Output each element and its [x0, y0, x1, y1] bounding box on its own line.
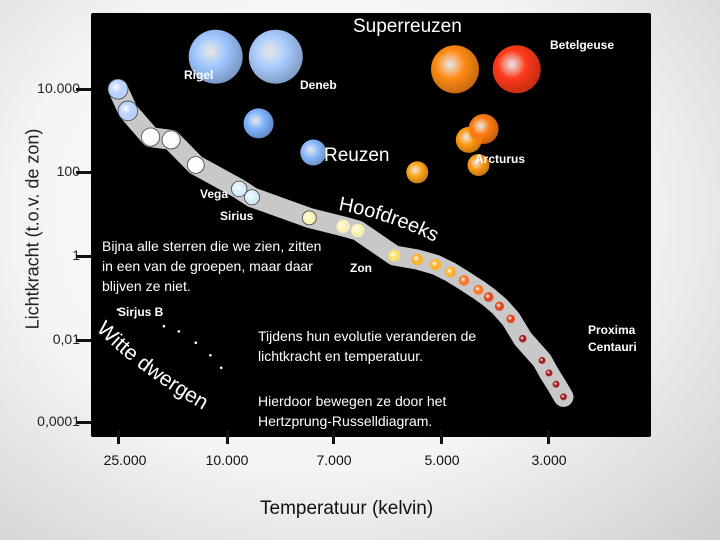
star-point	[468, 114, 499, 144]
star-point	[209, 354, 212, 357]
star-point	[301, 210, 317, 226]
star-point	[431, 45, 479, 94]
star-point	[473, 284, 484, 295]
star-point	[219, 366, 223, 370]
star-point	[351, 223, 365, 238]
star-point	[492, 45, 541, 94]
star-point	[116, 308, 120, 311]
label-vega: Vega	[200, 187, 229, 201]
x-tick-mark	[440, 430, 443, 444]
y-tick-mark	[76, 421, 92, 424]
x-tick-mark	[226, 430, 229, 444]
label-superreuzen: Superreuzen	[353, 16, 462, 37]
star-point	[538, 357, 546, 364]
star-point	[560, 393, 567, 401]
label-sirius: Sirius	[220, 209, 254, 223]
x-tick-label: 5.000	[424, 452, 460, 468]
label-reuzen: Reuzen	[324, 145, 390, 166]
star-point	[248, 29, 303, 84]
star-point	[494, 301, 505, 311]
star-point	[388, 249, 401, 262]
star-point	[519, 334, 527, 343]
label-rigel: Rigel	[184, 68, 214, 82]
star-point	[545, 369, 553, 377]
note-hr-diagram: Hierdoor bewegen ze door het Hertzprung-…	[258, 393, 447, 429]
star-point	[552, 380, 560, 388]
x-tick-mark	[547, 430, 550, 444]
star-point	[187, 156, 205, 174]
y-tick-label: 0,01	[52, 331, 80, 347]
label-sirius-b: Sirjus B	[118, 305, 164, 319]
star-point	[336, 219, 351, 234]
star-point	[445, 266, 457, 278]
star-point	[194, 341, 198, 345]
x-tick-mark	[117, 430, 120, 444]
star-point	[162, 324, 166, 328]
star-point	[243, 108, 274, 139]
x-axis-title: Temperatuur (kelvin)	[260, 498, 434, 519]
star-point	[177, 330, 181, 333]
plot-area	[91, 13, 651, 437]
label-proxima-centauri: Proxima Centauri	[588, 323, 637, 354]
star-point	[411, 253, 424, 266]
label-zon: Zon	[350, 261, 372, 275]
y-tick-mark	[76, 171, 92, 174]
star-point	[300, 139, 327, 166]
star-point	[506, 314, 516, 324]
y-tick-label: 10.000	[37, 80, 80, 96]
star-point	[429, 258, 442, 271]
star-point	[467, 154, 490, 176]
star-point	[117, 100, 139, 122]
x-tick-label: 10.000	[205, 452, 249, 468]
star-point	[458, 275, 470, 286]
y-tick-mark	[76, 88, 92, 91]
star-point	[161, 130, 181, 150]
y-tick-mark	[76, 255, 92, 258]
label-deneb: Deneb	[300, 78, 337, 92]
star-point	[107, 78, 129, 100]
x-tick-label: 3.000	[531, 452, 567, 468]
y-tick-mark	[76, 339, 92, 342]
star-point	[483, 292, 494, 302]
label-betelgeuse: Betelgeuse	[550, 38, 615, 52]
star-point	[231, 180, 248, 198]
note-groups: Bijna alle sterren die we zien, zitten i…	[102, 238, 322, 294]
x-tick-mark	[332, 430, 335, 444]
x-tick-label: 7.000	[316, 452, 352, 468]
star-point	[141, 127, 161, 147]
star-point	[188, 29, 243, 84]
x-tick-label: 25.000	[103, 452, 147, 468]
y-tick-label: 0,0001	[37, 413, 80, 429]
note-evolution: Tijdens hun evolutie veranderen de licht…	[258, 328, 477, 364]
star-point	[406, 161, 429, 184]
y-tick-label: 100	[56, 163, 80, 179]
label-arcturus: Arcturus	[475, 152, 526, 166]
star-point	[244, 189, 260, 206]
